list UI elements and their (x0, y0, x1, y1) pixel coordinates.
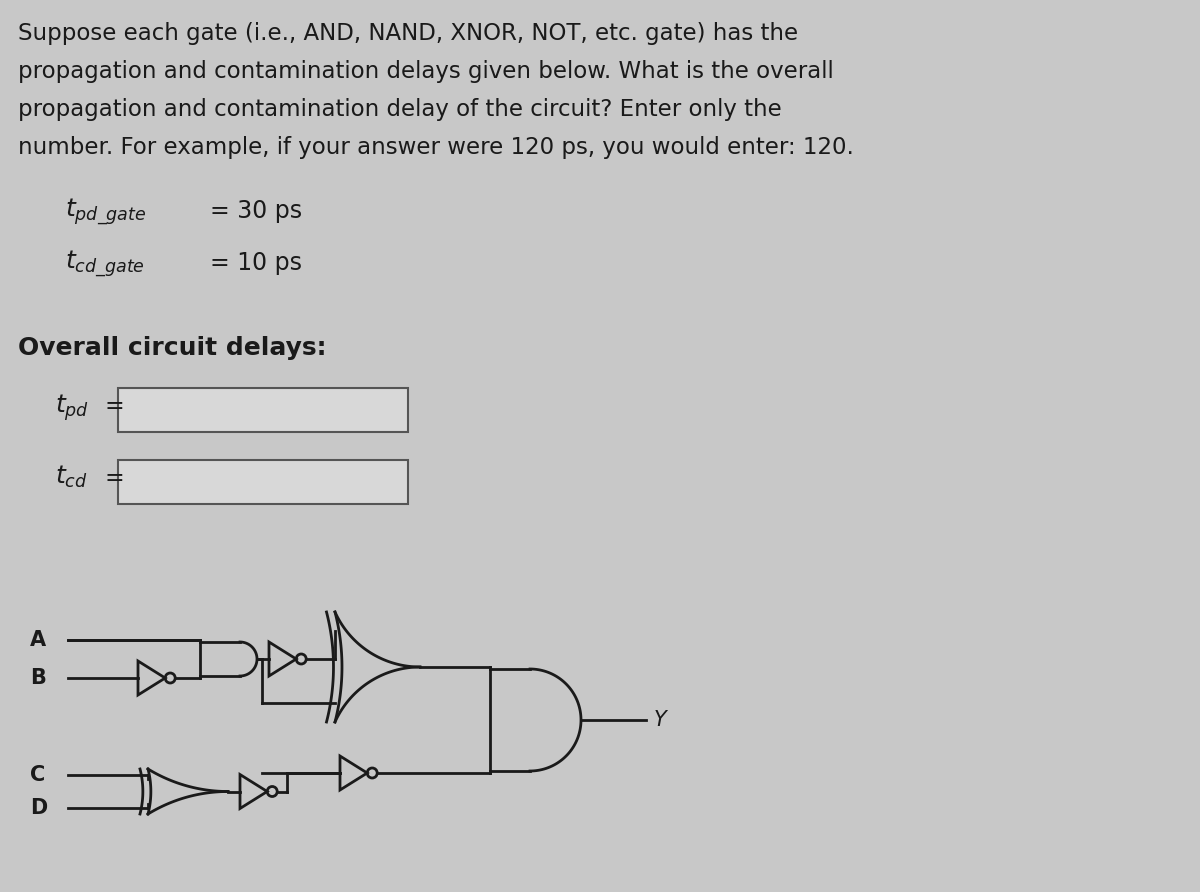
Text: $t_{pd}$: $t_{pd}$ (55, 392, 89, 423)
Text: number. For example, if your answer were 120 ps, you would enter: 120.: number. For example, if your answer were… (18, 136, 854, 159)
Text: = 30 ps: = 30 ps (210, 199, 302, 223)
Text: propagation and contamination delays given below. What is the overall: propagation and contamination delays giv… (18, 60, 834, 83)
Text: $=$: $=$ (100, 464, 124, 488)
Text: Suppose each gate (i.e., AND, NAND, XNOR, NOT, etc. gate) has the: Suppose each gate (i.e., AND, NAND, XNOR… (18, 22, 798, 45)
Text: Overall circuit delays:: Overall circuit delays: (18, 336, 326, 360)
Text: A: A (30, 630, 46, 650)
Text: D: D (30, 798, 47, 818)
Text: B: B (30, 668, 46, 688)
Text: $t_{pd\_gate}$: $t_{pd\_gate}$ (65, 196, 146, 227)
Text: $t_{cd}$: $t_{cd}$ (55, 464, 88, 491)
Text: propagation and contamination delay of the circuit? Enter only the: propagation and contamination delay of t… (18, 98, 781, 121)
Text: $t_{cd\_gate}$: $t_{cd\_gate}$ (65, 248, 145, 278)
FancyBboxPatch shape (118, 460, 408, 504)
Text: Y: Y (654, 710, 667, 730)
Text: $=$: $=$ (100, 392, 124, 416)
Text: = 10 ps: = 10 ps (210, 251, 302, 275)
FancyBboxPatch shape (118, 388, 408, 432)
Text: C: C (30, 765, 46, 785)
